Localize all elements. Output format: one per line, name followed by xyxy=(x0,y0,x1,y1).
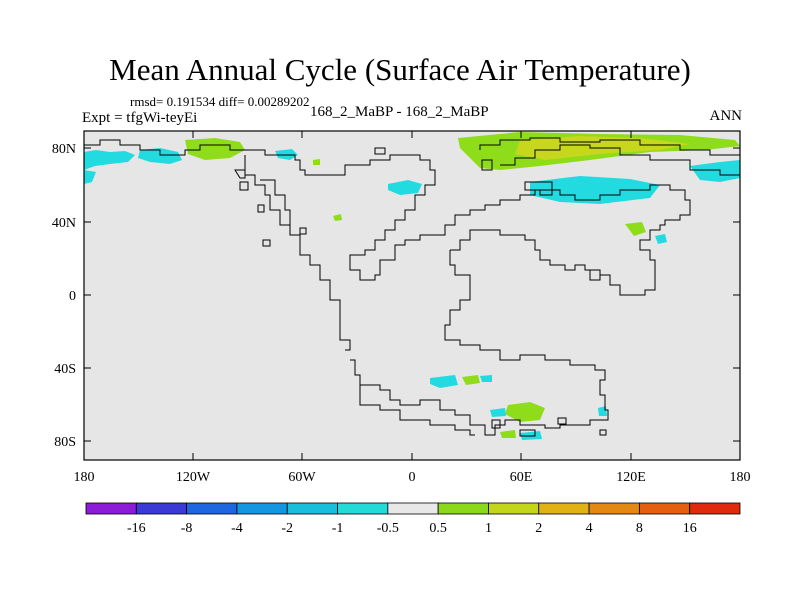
colorbar-swatch xyxy=(337,502,389,515)
coast-inland-2 xyxy=(234,169,246,179)
colorbar-label: 2 xyxy=(535,521,542,536)
coast-island-2 xyxy=(299,227,307,235)
colorbar-label: -1 xyxy=(332,521,344,536)
experiment-label: Expt = tfgWi-teyEi xyxy=(82,110,198,126)
lat-label: 80N xyxy=(52,142,76,157)
green-patch-south-2 xyxy=(505,402,545,422)
coast-north-america-west xyxy=(244,155,351,351)
colorbar-label: -2 xyxy=(281,521,293,536)
map-panel: 80N 40N 0 40S 80S 180 120W 60W 0 60E 120… xyxy=(52,130,751,485)
coast-south-small-1 xyxy=(491,419,501,429)
coast-eurasia xyxy=(435,184,691,296)
cyan-patch-south-3 xyxy=(490,408,506,417)
colorbar-label: 16 xyxy=(683,521,697,536)
cyan-patch-east-asia-2 xyxy=(655,234,667,244)
comparison-label: 168_2_MaBP - 168_2_MaBP xyxy=(310,104,489,120)
colorbar-swatch xyxy=(135,502,188,515)
coast-north-america xyxy=(84,139,436,281)
lat-label: 40N xyxy=(52,216,76,231)
colorbar-swatch xyxy=(638,502,691,515)
green-dot-2 xyxy=(313,159,320,165)
latitude-labels: 80N 40N 0 40S 80S xyxy=(52,142,76,450)
colorbar-label: 1 xyxy=(485,521,492,536)
lon-label: 180 xyxy=(74,470,95,485)
coast-inland-1 xyxy=(260,179,291,225)
colorbar-swatch xyxy=(85,502,137,515)
green-patch-south-3 xyxy=(500,430,516,438)
coast-south-small-3 xyxy=(557,417,567,425)
cyan-patch-east-siberia xyxy=(530,176,660,204)
rmsd-diff-stats: rmsd= 0.191534 diff= 0.00289202 xyxy=(130,94,310,109)
colorbar-label: 4 xyxy=(586,521,593,536)
coast-basin xyxy=(524,181,553,196)
lon-label: 180 xyxy=(730,470,751,485)
cyan-patch-alaska xyxy=(138,148,182,164)
lat-label: 80S xyxy=(54,435,76,450)
coast-island-4 xyxy=(481,159,493,171)
anomaly-patches xyxy=(84,132,740,440)
cyan-patch-greenland xyxy=(388,180,422,195)
colorbar-swatch xyxy=(286,502,338,515)
lon-label: 120W xyxy=(176,470,211,485)
green-patch-south-1 xyxy=(462,375,480,385)
coastlines xyxy=(84,137,740,437)
lat-label: 40S xyxy=(54,362,76,377)
colorbar-swatch xyxy=(387,502,439,515)
colorbar-swatch xyxy=(488,502,540,515)
coast-south-small-2 xyxy=(519,429,536,437)
colorbar-label: -4 xyxy=(231,521,243,536)
green-dot-1 xyxy=(333,214,342,221)
lon-label: 0 xyxy=(409,470,416,485)
cyan-patch-far-west xyxy=(84,170,96,184)
colorbar-label: -8 xyxy=(181,521,193,536)
coast-eurasia-inner xyxy=(500,144,740,176)
colorbar-label: -0.5 xyxy=(377,521,399,536)
colorbar-swatch xyxy=(689,502,741,515)
coast-island-6 xyxy=(257,204,265,213)
colorbar-swatch xyxy=(538,502,590,515)
axis-ticks xyxy=(84,131,740,460)
green-patch-arctic-1 xyxy=(185,138,245,160)
cyan-patch-south-2 xyxy=(480,375,492,382)
cyan-patch-south-1 xyxy=(430,375,458,388)
colorbar-swatch xyxy=(437,502,489,515)
colorbar-label: 8 xyxy=(636,521,643,536)
coast-eurasia-north xyxy=(479,137,740,156)
lon-label: 120E xyxy=(616,470,646,485)
cyan-patch-northeast xyxy=(690,160,740,182)
season-label: ANN xyxy=(709,108,743,124)
colorbar-label: -16 xyxy=(127,521,146,536)
lon-label: 60W xyxy=(288,470,316,485)
coast-east-block xyxy=(589,269,601,281)
cyan-patch-arctic-west xyxy=(84,150,135,170)
colorbar-swatch xyxy=(186,502,238,515)
colorbar-swatch xyxy=(236,502,288,515)
coast-island-7 xyxy=(599,429,607,436)
plot-title: Mean Annual Cycle (Surface Air Temperatu… xyxy=(109,52,691,87)
green-patch-east-asia xyxy=(625,222,646,236)
coast-gondwana xyxy=(350,250,609,436)
lat-label: 0 xyxy=(69,289,76,304)
coast-antarctic xyxy=(359,385,475,436)
coast-island-5 xyxy=(239,181,249,191)
longitude-labels: 180 120W 60W 0 60E 120E 180 xyxy=(74,470,751,485)
colorbar: -16 -8 -4 -2 -1 -0.5 0.5 1 2 4 8 16 xyxy=(85,502,741,536)
coast-island-1 xyxy=(262,239,271,247)
coast-island-3 xyxy=(374,147,386,155)
colorbar-swatch xyxy=(588,502,640,515)
colorbar-label: 0.5 xyxy=(429,521,447,536)
lon-label: 60E xyxy=(510,470,533,485)
